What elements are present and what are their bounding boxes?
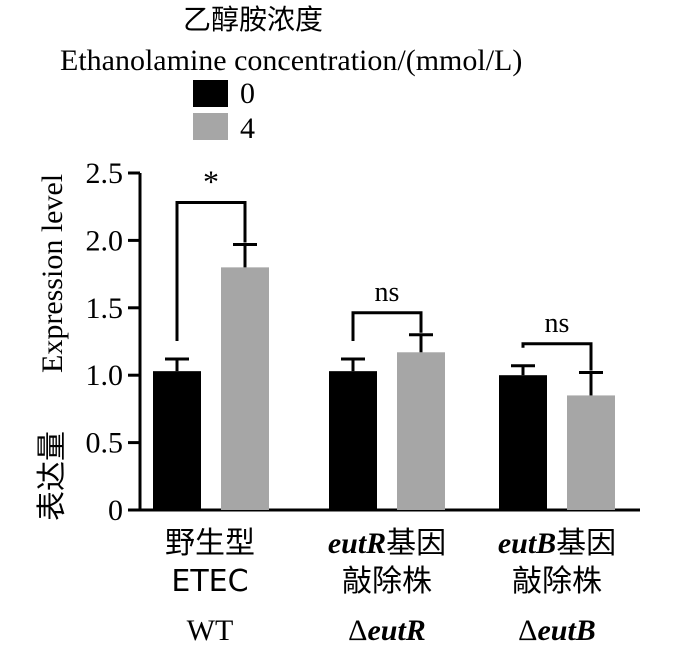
significance-bracket (175, 200, 247, 342)
legend-swatch-4 (193, 113, 228, 140)
x-label-delta: Δ (348, 614, 367, 647)
x-label-cn: 基因 (386, 526, 446, 561)
x-label-delta: Δ (518, 614, 537, 647)
x-label-gene: eutR (328, 527, 386, 560)
x-label-en: ΔeutR (348, 614, 426, 647)
significance-label: ns (545, 308, 570, 339)
x-label-line2: 敲除株 (342, 564, 432, 599)
y-tick-label: 2.0 (86, 224, 124, 257)
x-label-gene: eutB (498, 527, 556, 560)
bars (153, 242, 615, 510)
x-label-en-plain: WT (187, 614, 234, 647)
x-label-cn: 基因 (556, 526, 616, 561)
y-tick-label: 2.5 (86, 157, 124, 190)
legend-label-4: 4 (240, 112, 255, 145)
legend-label-0: 0 (240, 77, 255, 110)
y-axis-label: 表达量 Expression level (35, 174, 70, 521)
legend: 乙醇胺浓度 Ethanolamine concentration/(mmol/L… (60, 3, 522, 145)
x-label-line2: 敲除株 (512, 564, 602, 599)
bar-series0-group1 (329, 371, 377, 510)
bar-series4-group1 (397, 352, 445, 510)
y-tick-label: 0.5 (86, 427, 124, 460)
y-tick-label: 1.0 (86, 359, 124, 392)
y-axis-label-cn: 表达量 (35, 431, 70, 521)
legend-title-cn: 乙醇胺浓度 (183, 3, 323, 36)
bar-series0-group2 (499, 375, 547, 510)
y-tick-label: 1.5 (86, 292, 124, 325)
significance-label: * (203, 163, 219, 199)
y-tick-label: 0 (108, 494, 123, 527)
legend-swatch-0 (193, 80, 228, 107)
significance-label: ns (375, 277, 400, 308)
bar-series4-group0 (221, 267, 269, 510)
y-axis-label-en: Expression level (36, 174, 69, 373)
bar-series0-group0 (153, 371, 201, 510)
x-label-line1: eutB基因 (498, 526, 616, 561)
x-label-line1: eutR基因 (328, 526, 446, 561)
x-label-en-gene: eutR (367, 614, 425, 647)
bar-series4-group2 (567, 395, 615, 510)
x-label-en: WT (187, 614, 234, 647)
x-label-en: ΔeutB (518, 614, 596, 647)
x-label-line2: ETEC (171, 564, 248, 599)
x-label-en-gene: eutB (537, 614, 595, 647)
significance-brackets: * ns ns (175, 163, 593, 371)
legend-title-en: Ethanolamine concentration/(mmol/L) (60, 44, 522, 77)
significance-bracket (351, 311, 423, 342)
significance-bracket (521, 342, 593, 371)
x-label-cn: 野生型 (165, 526, 255, 561)
x-label-line1: 野生型 (165, 526, 255, 561)
